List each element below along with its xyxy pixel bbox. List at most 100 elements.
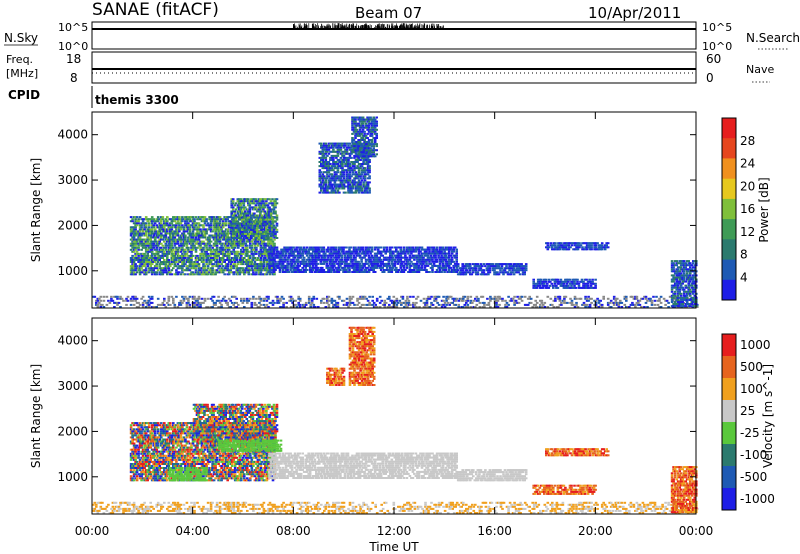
data-cell <box>262 259 266 261</box>
data-cell <box>384 252 387 255</box>
data-cell <box>179 226 183 229</box>
data-cell <box>295 254 298 257</box>
data-cell <box>339 142 343 145</box>
data-cell <box>327 142 331 145</box>
data-cell <box>341 173 344 176</box>
data-cell <box>150 236 154 239</box>
data-cell <box>310 246 313 249</box>
data-cell <box>208 254 211 257</box>
data-cell <box>184 236 187 239</box>
data-cell <box>131 254 134 257</box>
data-cell <box>205 257 208 259</box>
data-cell <box>232 263 235 266</box>
data-cell <box>217 254 220 257</box>
data-cell <box>425 258 428 261</box>
data-cell <box>393 262 397 265</box>
data-cell <box>256 200 259 203</box>
data-cell <box>215 218 219 221</box>
data-cell <box>263 212 267 215</box>
data-cell <box>354 177 358 180</box>
data-cell <box>245 222 249 225</box>
data-cell <box>417 254 421 257</box>
data-cell <box>521 269 525 272</box>
data-cell <box>432 254 436 257</box>
data-cell <box>322 246 326 249</box>
data-cell <box>212 259 216 261</box>
data-cell <box>321 159 325 161</box>
data-cell <box>357 266 360 269</box>
data-cell <box>264 246 267 249</box>
data-cell <box>301 262 304 265</box>
data-cell <box>249 261 252 263</box>
data-cell <box>423 258 427 261</box>
data-cell <box>357 175 361 178</box>
data-cell <box>187 222 190 225</box>
data-cell <box>191 246 195 249</box>
data-cell <box>181 271 184 274</box>
data-cell <box>298 260 301 263</box>
data-cell <box>274 212 277 215</box>
data-cell <box>250 216 253 219</box>
data-cell <box>161 228 165 231</box>
data-cell <box>169 228 172 231</box>
data-cell <box>208 236 211 239</box>
data-cell <box>244 248 248 251</box>
data-cell <box>359 144 362 147</box>
data-cell <box>170 248 174 251</box>
data-cell <box>247 250 251 253</box>
data-cell <box>155 220 158 223</box>
data-cell <box>413 250 416 253</box>
data-cell <box>143 263 146 266</box>
data-cell <box>178 226 181 229</box>
data-cell <box>263 222 267 225</box>
data-cell <box>284 252 288 255</box>
data-cell <box>244 259 248 261</box>
data-cell <box>586 286 590 289</box>
data-cell <box>152 257 155 259</box>
data-cell <box>336 266 339 269</box>
data-cell <box>275 252 279 255</box>
data-cell <box>295 271 298 273</box>
data-cell <box>321 177 325 180</box>
data-cell <box>557 242 560 245</box>
data-cell <box>449 254 452 257</box>
data-cell <box>193 218 196 221</box>
data-cell <box>182 230 186 233</box>
data-cell <box>149 232 152 235</box>
data-cell <box>254 204 258 207</box>
data-cell <box>173 273 177 276</box>
data-cell <box>351 163 355 165</box>
data-cell <box>156 220 160 223</box>
data-cell <box>212 257 216 259</box>
data-cell <box>559 282 563 285</box>
data-cell <box>420 260 424 263</box>
data-cell <box>348 163 352 165</box>
data-cell <box>319 271 323 273</box>
data-cell <box>131 263 134 266</box>
data-cell <box>321 148 325 151</box>
data-cell <box>322 256 326 259</box>
data-cell <box>491 263 495 266</box>
data-cell <box>131 257 134 259</box>
data-cell <box>237 250 240 253</box>
data-cell <box>200 232 204 235</box>
data-cell <box>209 244 213 247</box>
data-cell <box>214 236 217 239</box>
data-cell <box>336 177 340 180</box>
data-cell <box>268 216 271 219</box>
data-cell <box>464 273 468 276</box>
data-cell <box>131 244 134 247</box>
data-cell <box>240 267 243 270</box>
data-cell <box>329 167 332 170</box>
data-cell <box>338 144 341 147</box>
data-cell <box>223 248 226 251</box>
data-cell <box>181 226 184 229</box>
data-cell <box>167 261 171 263</box>
data-cell <box>350 152 353 155</box>
data-cell <box>603 248 607 251</box>
data-cell <box>345 271 348 273</box>
data-cell <box>277 262 280 265</box>
data-cell <box>273 242 276 245</box>
data-cell <box>257 218 261 221</box>
data-cell <box>190 257 193 259</box>
